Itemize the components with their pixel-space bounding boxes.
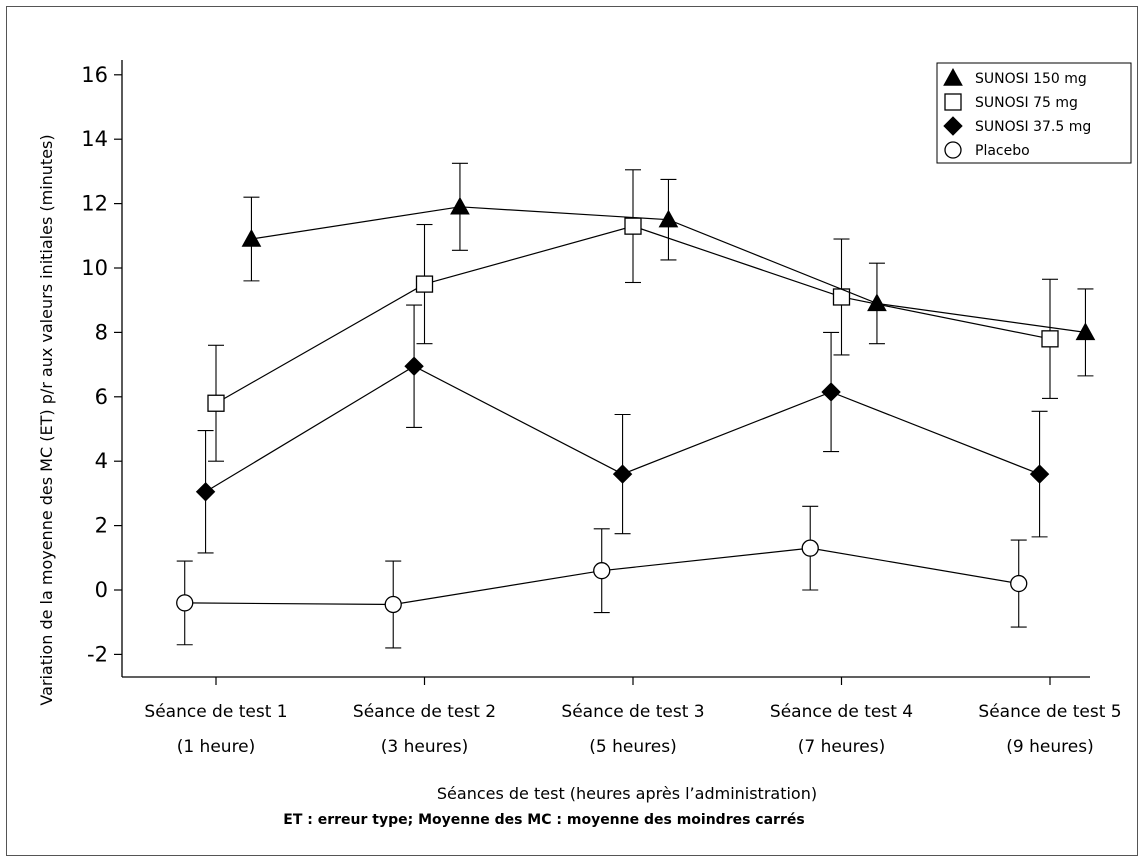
series-1 (207, 169, 1059, 462)
x-tick-sublabel: (7 heures) (798, 737, 885, 757)
data-point (658, 209, 679, 228)
data-point (1029, 464, 1050, 484)
y-tick-label: 10 (81, 256, 108, 280)
x-tick-sublabel: (1 heure) (177, 737, 256, 757)
legend-marker (944, 93, 962, 111)
data-point (241, 228, 262, 247)
data-point (821, 382, 841, 402)
y-tick-label: -2 (87, 642, 108, 666)
data-point (1041, 330, 1059, 348)
y-tick-label: 8 (95, 320, 108, 344)
data-point (195, 482, 216, 502)
y-tick-label: 12 (81, 192, 108, 216)
y-tick-label: 16 (81, 63, 108, 87)
y-ticks: 16 14 12 10 8 6 4 2 0 -2 (81, 63, 122, 666)
data-point (176, 594, 194, 612)
axes (121, 60, 1090, 678)
data-point (450, 196, 470, 215)
legend-label: SUNOSI 150 mg (975, 71, 1087, 87)
x-tick-label: Séance de test 4 (770, 702, 913, 722)
data-point (404, 356, 424, 376)
data-point (624, 217, 642, 235)
x-ticks: Séance de test 1 (1 heure) Séance de test … (144, 677, 1122, 757)
series-2 (195, 304, 1050, 554)
y-tick-label: 4 (95, 449, 108, 473)
legend-label: SUNOSI 75 mg (975, 95, 1078, 111)
legend-box (936, 62, 1132, 164)
legend-label: SUNOSI 37.5 mg (975, 119, 1091, 135)
series-3 (176, 505, 1028, 649)
data-point (384, 595, 402, 614)
data-point (1010, 574, 1028, 593)
x-tick-label: Séance de test 2 (353, 702, 496, 722)
legend-marker (943, 67, 963, 86)
footnote: ET : erreur type; Moyenne des MC : moyen… (283, 812, 804, 828)
legend-marker (944, 141, 962, 159)
x-tick-label: Séance de test 1 (144, 702, 287, 722)
x-tick-sublabel: (9 heures) (1006, 737, 1093, 757)
y-tick-label: 14 (81, 127, 108, 151)
x-tick-sublabel: (3 heures) (381, 737, 468, 757)
y-tick-label: 6 (95, 385, 108, 409)
y-tick-label: 0 (95, 578, 108, 602)
y-axis-title: Variation de la moyenne des MC (ET) p/r … (37, 134, 56, 705)
x-tick-label: Séance de test 3 (561, 702, 704, 722)
x-tick-sublabel: (5 heures) (589, 737, 676, 757)
data-point (593, 562, 611, 580)
data-point (801, 539, 819, 557)
data-point (867, 293, 887, 312)
series-0 (241, 162, 1096, 377)
x-tick-label: Séance de test 5 (978, 702, 1121, 722)
legend: SUNOSI 150 mg SUNOSI 75 mg SUNOSI 37.5 mg P… (936, 62, 1132, 164)
data-point (612, 464, 633, 484)
y-tick-label: 2 (95, 514, 108, 538)
data-point (1075, 322, 1096, 341)
series-layer (176, 162, 1096, 649)
legend-label: Placebo (975, 143, 1030, 159)
x-axis-title: Séances de test (heures après l’administ… (437, 784, 817, 803)
legend-marker (943, 116, 963, 136)
data-point (207, 394, 225, 412)
data-point (415, 275, 434, 293)
